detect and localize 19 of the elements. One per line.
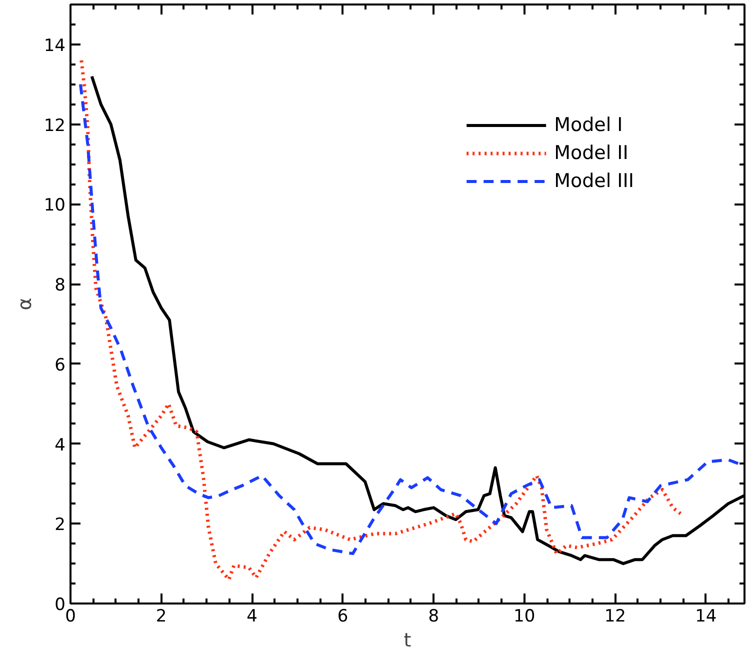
- legend-label: Model III: [554, 170, 634, 192]
- x-tick-label: 8: [428, 606, 440, 626]
- x-tick-label: 2: [156, 606, 167, 626]
- x-tick-label: 6: [337, 606, 348, 626]
- x-tick-label: 12: [604, 606, 626, 626]
- y-tick-label: 4: [54, 435, 66, 456]
- legend-label: Model II: [554, 142, 628, 164]
- legend-label: Model I: [554, 114, 623, 136]
- y-tick-label: 12: [44, 116, 66, 136]
- x-tick-label: 10: [514, 606, 536, 626]
- y-tick-label: 8: [54, 276, 66, 296]
- y-tick-label: 10: [44, 196, 66, 216]
- x-tick-label: 4: [246, 606, 258, 626]
- y-tick-label: 14: [44, 36, 66, 56]
- y-axis-title: α: [14, 298, 36, 310]
- x-tick-label: 14: [695, 606, 717, 626]
- y-tick-label: 6: [54, 355, 66, 376]
- x-axis-title: t: [404, 630, 412, 652]
- y-tick-label: 2: [54, 515, 66, 536]
